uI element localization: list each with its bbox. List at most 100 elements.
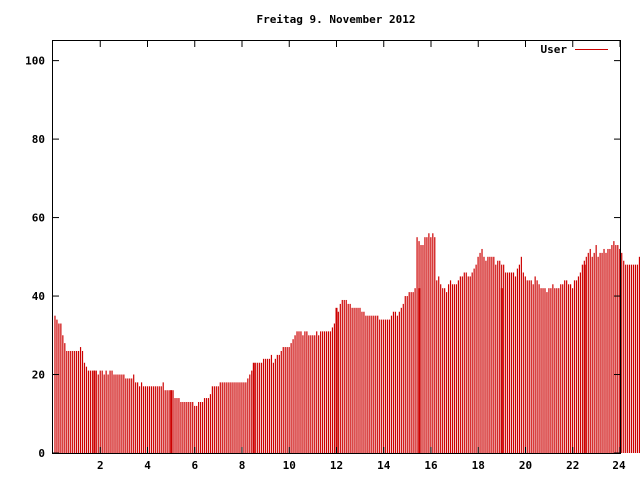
bar	[131, 378, 133, 453]
bar	[579, 272, 581, 453]
bar	[540, 288, 542, 453]
bar	[198, 401, 200, 453]
bar	[139, 386, 141, 453]
bar	[611, 245, 613, 453]
bar	[396, 315, 398, 453]
bar	[503, 264, 505, 453]
bar	[215, 386, 217, 453]
bar	[524, 276, 526, 453]
bar	[420, 245, 422, 453]
bar	[453, 284, 456, 453]
bar	[627, 264, 629, 453]
bar	[192, 401, 194, 453]
bar	[152, 386, 154, 453]
bar	[302, 335, 304, 453]
x-tick-label: 22	[566, 459, 579, 472]
bar	[347, 303, 349, 453]
bar	[154, 386, 156, 453]
x-tick-label: 14	[377, 459, 391, 472]
bar	[493, 256, 495, 453]
bar	[546, 292, 548, 453]
bar	[306, 331, 308, 453]
bar-highlight	[335, 307, 338, 453]
x-tick-label: 10	[283, 459, 296, 472]
bar	[182, 401, 184, 453]
bar-highlight	[252, 362, 255, 453]
bar	[278, 354, 280, 453]
bar	[251, 370, 253, 453]
bar	[410, 292, 412, 453]
bar	[125, 378, 127, 453]
bar	[477, 256, 479, 453]
bar	[475, 264, 477, 453]
bar	[129, 378, 131, 453]
bar	[491, 256, 493, 453]
bar	[196, 405, 198, 453]
bar	[638, 256, 640, 453]
bar	[85, 366, 88, 453]
y-tick-label: 40	[32, 290, 45, 303]
bar	[221, 382, 223, 453]
bar	[438, 276, 440, 453]
x-tick-label: 6	[191, 459, 198, 472]
bar	[249, 374, 251, 453]
bar	[310, 335, 312, 453]
bar	[538, 284, 540, 453]
bar	[294, 335, 296, 453]
bar	[520, 256, 522, 453]
bar	[585, 256, 587, 453]
bar	[331, 327, 334, 453]
bar	[176, 398, 178, 453]
chart-title: Freitag 9. November 2012	[257, 13, 416, 26]
bar-highlight	[583, 264, 586, 453]
bar-highlight	[170, 390, 173, 453]
bar	[599, 252, 601, 453]
bar	[168, 390, 170, 453]
bar	[304, 331, 306, 453]
bar	[455, 284, 458, 453]
bar	[402, 303, 404, 453]
bar	[333, 323, 336, 453]
bar	[510, 272, 513, 453]
bar	[469, 276, 471, 453]
bar	[87, 370, 90, 453]
bar	[432, 233, 434, 453]
x-tick-label: 16	[424, 459, 438, 472]
bar	[247, 378, 249, 453]
bar	[558, 288, 560, 453]
bar	[386, 319, 389, 453]
bar	[371, 315, 373, 453]
bar	[172, 390, 174, 453]
bar	[497, 260, 499, 453]
bar	[274, 358, 276, 453]
bar	[111, 370, 113, 453]
bar	[235, 382, 237, 453]
bar	[566, 280, 568, 453]
bar	[365, 315, 367, 453]
bar	[532, 284, 534, 453]
y-tick-label: 100	[25, 55, 45, 68]
bar	[207, 398, 210, 453]
bar	[322, 331, 324, 453]
bar	[361, 311, 363, 453]
bar	[213, 386, 215, 453]
bar	[597, 256, 599, 453]
bar	[621, 252, 623, 453]
bar	[522, 272, 524, 453]
bar	[68, 350, 70, 453]
bar	[259, 362, 261, 453]
bar	[542, 288, 544, 453]
bar	[160, 386, 162, 453]
bar	[573, 280, 576, 453]
legend: User	[541, 43, 608, 56]
bar	[377, 315, 379, 453]
bar	[166, 390, 168, 453]
bar	[355, 307, 357, 453]
bar	[337, 311, 339, 453]
bar	[436, 280, 438, 453]
bar	[487, 256, 489, 453]
bar	[564, 280, 566, 453]
